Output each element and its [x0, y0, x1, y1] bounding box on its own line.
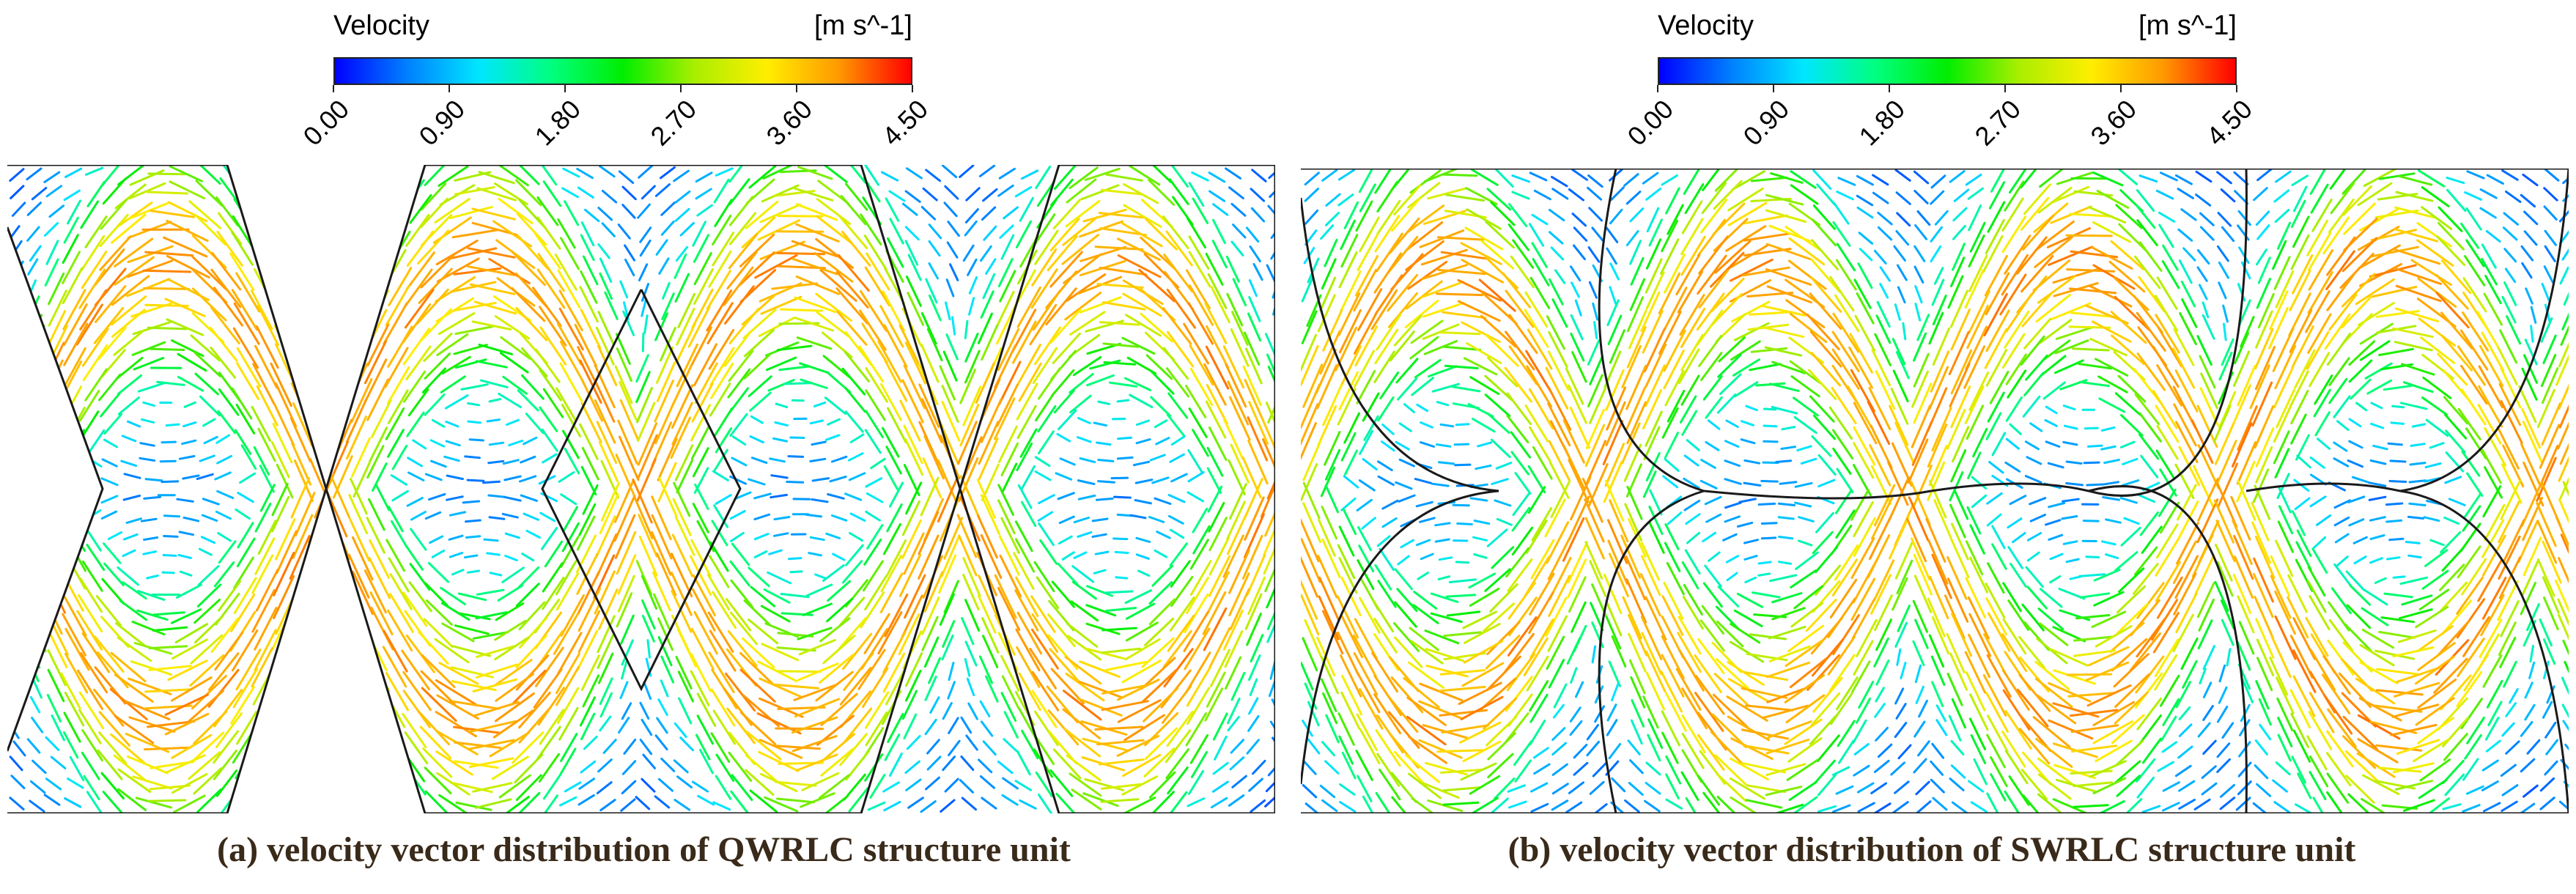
- velocity-legend-b: Velocity [m s^-1] 0.00 0.90 1.80 2.70 3.…: [1621, 10, 2258, 195]
- caption: (b) velocity vector distribution of SWRL…: [1507, 830, 2356, 869]
- tick-label: 3.60: [2084, 94, 2142, 152]
- velocity-field-swrlc: [1301, 169, 2569, 813]
- velocity-field-qwrlc: [7, 165, 1275, 813]
- tick-label: 4.50: [876, 94, 934, 152]
- panel-a: Velocity [m s^-1] 0.00 0.90 1.80 2.70 3.…: [7, 10, 1275, 869]
- tick-label: 0.90: [1737, 94, 1795, 152]
- legend-title: Velocity: [333, 10, 429, 41]
- caption: (a) velocity vector distribution of QWRL…: [217, 830, 1071, 869]
- colorbar: [1658, 57, 2237, 85]
- tick-label: 1.80: [528, 94, 586, 152]
- tick-label: 0.00: [297, 94, 355, 152]
- legend-unit: [m s^-1]: [2138, 10, 2237, 41]
- legend-unit: [m s^-1]: [814, 10, 912, 41]
- tick-label: 3.60: [760, 94, 818, 152]
- tick-label: 2.70: [644, 94, 702, 152]
- flow-region: [7, 165, 1275, 813]
- tick-label: 2.70: [1968, 94, 2026, 152]
- channel-walls: [7, 165, 1275, 813]
- panel-b: Velocity [m s^-1] 0.00 0.90 1.80 2.70 3.…: [1288, 0, 2576, 894]
- tick-label: 0.90: [413, 94, 470, 152]
- tick-label: 4.50: [2200, 94, 2258, 152]
- velocity-legend-a: Velocity [m s^-1] 0.00 0.90 1.80 2.70 3.…: [297, 10, 934, 195]
- legend-title: Velocity: [1658, 10, 1754, 41]
- channel-walls: [1301, 169, 2569, 813]
- vector-field: [1301, 169, 2569, 813]
- colorbar-ticks: 0.00 0.90 1.80 2.70 3.60 4.50: [297, 85, 934, 195]
- colorbar: [333, 57, 912, 85]
- colorbar-ticks: 0.00 0.90 1.80 2.70 3.60 4.50: [1621, 85, 2258, 195]
- tick-label: 0.00: [1621, 94, 1679, 152]
- tick-label: 1.80: [1853, 94, 1911, 152]
